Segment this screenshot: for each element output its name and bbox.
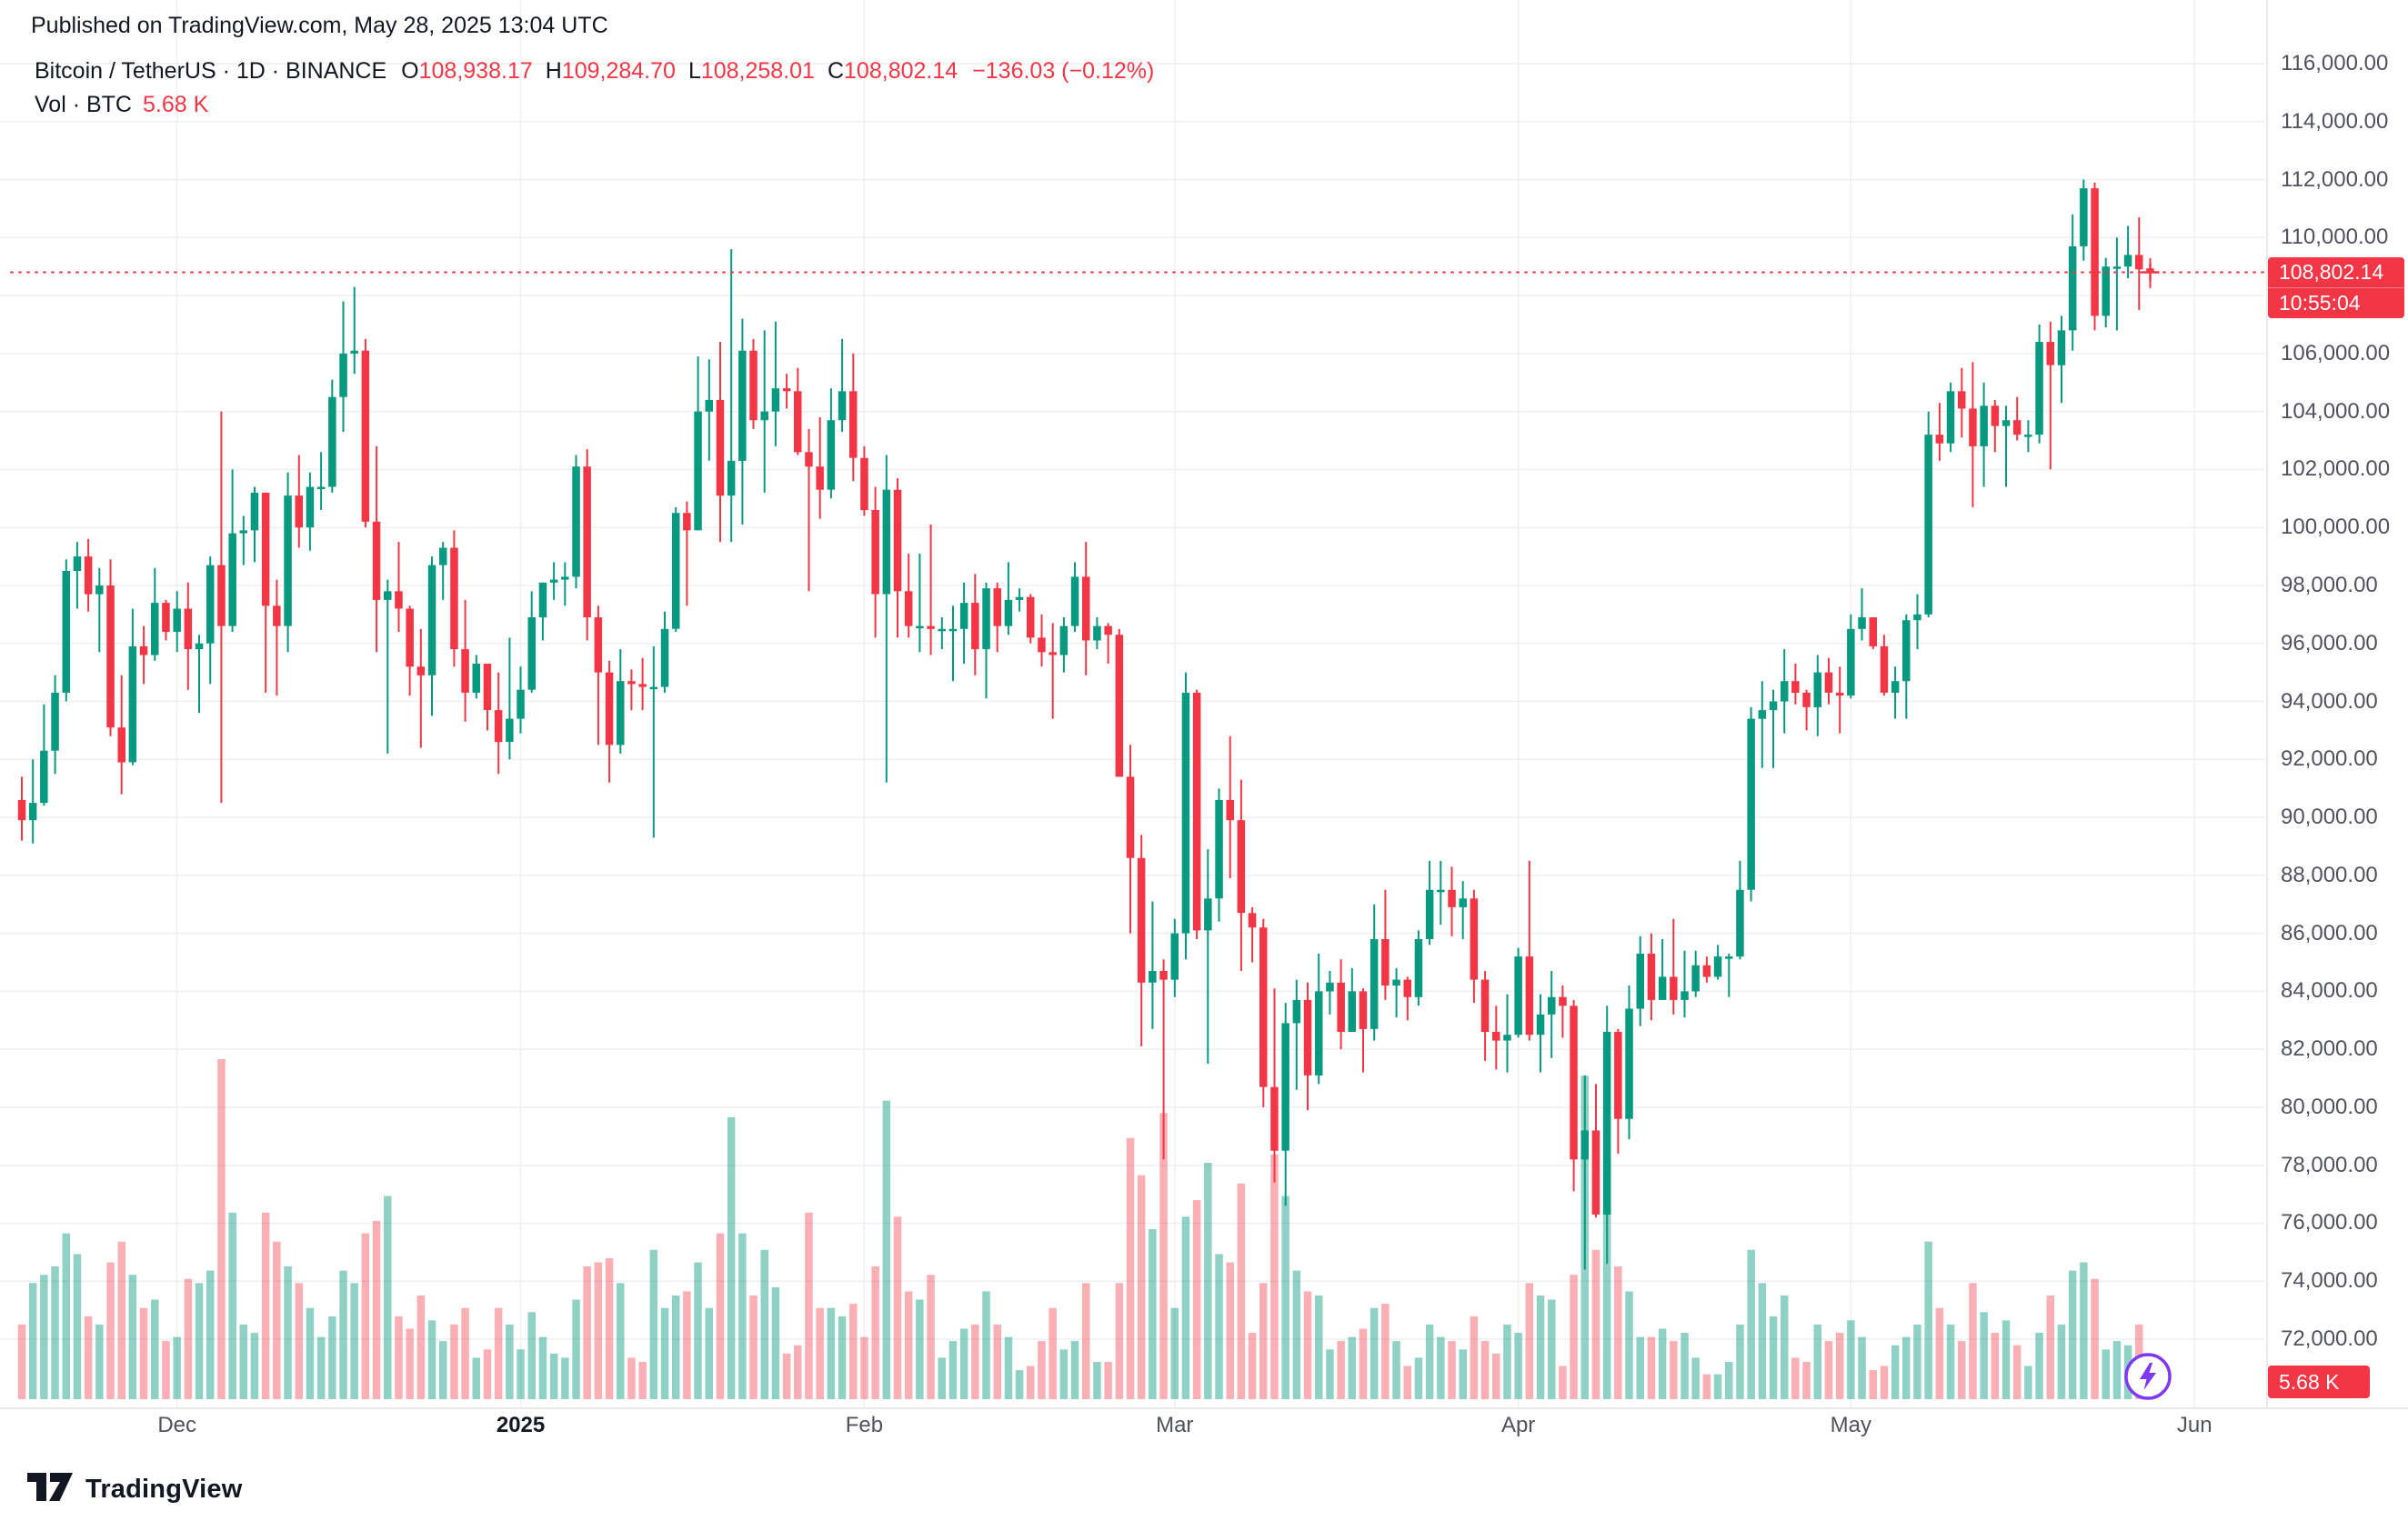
tradingview-wordmark[interactable]: TradingView — [85, 1474, 243, 1504]
candles-layer — [17, 179, 2154, 1270]
last-price: 108,802.14 — [2279, 260, 2384, 284]
bar-countdown: 10:55:04 — [2268, 287, 2404, 318]
volume-value: 5.68 K — [142, 92, 209, 117]
ohlc-pair: H 109,284.70 — [545, 58, 676, 84]
symbol-title[interactable]: Bitcoin / TetherUS · 1D · BINANCE — [35, 58, 387, 84]
time-tick-label: Feb — [845, 1413, 884, 1437]
time-axis-separator — [0, 1407, 2408, 1409]
chart-legend: Bitcoin / TetherUS · 1D · BINANCE O 108,9… — [35, 55, 1154, 122]
time-tick-label: May — [1830, 1413, 1872, 1437]
ohlc-pair: C 108,802.14 — [827, 58, 958, 84]
time-tick-label: Mar — [1156, 1413, 1194, 1437]
legend-row-symbol: Bitcoin / TetherUS · 1D · BINANCE O 108,9… — [35, 55, 1154, 88]
time-tick-label: Jun — [2176, 1413, 2212, 1437]
time-axis[interactable]: Dec 2025 Feb Mar Apr May Jun — [0, 1411, 2408, 1442]
ohlc-values: O 108,938.17 H 109,284.70 L 108,258.01 C 108,80… — [401, 58, 970, 85]
ohlc-pair: O 108,938.17 — [401, 58, 533, 84]
ohlc-pair: L 108,258.01 — [687, 58, 815, 84]
last-price-line — [10, 263, 2265, 282]
last-price-badge: 108,802.14 10:55:04 — [2268, 257, 2404, 318]
change-value: −136.03 (−0.12%) — [972, 58, 1155, 84]
price-axis-separator — [2266, 0, 2268, 1407]
time-tick-label: Apr — [1500, 1413, 1536, 1437]
volume-badge: 5.68 K — [2268, 1366, 2370, 1398]
tradingview-logo-icon[interactable] — [27, 1472, 75, 1506]
published-line: Published on TradingView.com, May 28, 20… — [31, 13, 608, 38]
legend-row-volume: Vol · BTC 5.68 K — [35, 88, 1154, 122]
time-tick-label: 2025 — [496, 1413, 546, 1437]
volume-layer — [17, 1059, 2154, 1399]
lightning-icon — [2124, 1353, 2172, 1400]
time-tick-label: Dec — [157, 1413, 196, 1437]
footer: TradingView — [27, 1469, 243, 1509]
boost-button[interactable] — [2122, 1351, 2173, 1402]
volume-label: Vol · BTC — [35, 92, 132, 117]
